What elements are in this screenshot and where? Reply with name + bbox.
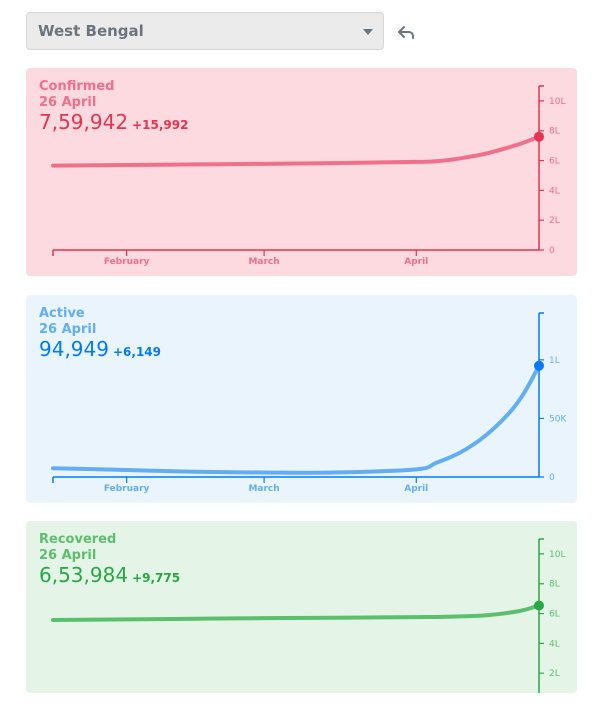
card-delta: +6,149 xyxy=(112,345,161,359)
card-date: 26 April xyxy=(39,95,97,110)
card-total: 7,59,942 xyxy=(39,110,129,134)
card-value: 7,59,942 +15,992 xyxy=(39,110,188,134)
x-tick-label: March xyxy=(248,257,279,267)
y-tick-label: 10L xyxy=(549,97,565,107)
y-tick-label: 4L xyxy=(549,639,560,649)
card-title: Recovered xyxy=(39,532,117,547)
x-tick-label: March xyxy=(248,484,279,494)
x-tick-label: February xyxy=(104,484,150,494)
x-tick-label: April xyxy=(404,257,428,267)
region-select-value: West Bengal xyxy=(38,22,144,40)
card-value: 6,53,984 +9,775 xyxy=(39,563,180,587)
x-tick-label: February xyxy=(104,257,150,267)
undo-icon[interactable] xyxy=(394,20,418,44)
y-tick-label: 8L xyxy=(549,127,560,137)
chevron-down-icon xyxy=(363,29,373,35)
active-chart[interactable]: 0 50K 1L February March April xyxy=(26,295,577,503)
active-series-line xyxy=(51,363,541,475)
card-total: 94,949 xyxy=(39,337,109,361)
y-tick-label: 50K xyxy=(549,414,567,424)
y-tick-label: 0 xyxy=(549,246,555,256)
card-title: Confirmed xyxy=(39,79,115,94)
recovered-latest-point[interactable] xyxy=(534,600,544,611)
card-title: Active xyxy=(39,306,85,321)
y-tick-label: 4L xyxy=(549,186,560,196)
card-total: 6,53,984 xyxy=(39,563,129,587)
y-tick-label: 10L xyxy=(549,550,565,560)
confirmed-series-line xyxy=(51,134,541,168)
confirmed-chart[interactable]: 0 2L 4L 6L 8L 10L February March April xyxy=(26,68,577,276)
y-tick-label: 6L xyxy=(549,610,560,620)
y-tick-label: 2L xyxy=(549,216,560,226)
y-tick-label: 6L xyxy=(549,157,560,167)
recovered-series-line xyxy=(51,603,541,622)
card-date: 26 April xyxy=(39,322,97,337)
y-tick-label: 1L xyxy=(549,356,560,366)
y-tick-label: 2L xyxy=(549,669,560,679)
y-tick-label: 8L xyxy=(549,580,560,590)
x-tick-label: April xyxy=(404,484,428,494)
recovered-card: Recovered 26 April 6,53,984 +9,775 2L 4L 6L… xyxy=(26,521,577,693)
y-tick-label: 0 xyxy=(549,473,555,483)
card-delta: +9,775 xyxy=(132,571,181,585)
confirmed-latest-point[interactable] xyxy=(534,131,544,142)
active-card: Active 26 April 94,949 +6,149 0 50K 1L Febru… xyxy=(26,295,577,503)
card-date: 26 April xyxy=(39,548,97,563)
region-select[interactable]: West Bengal xyxy=(26,12,384,50)
confirmed-card: Confirmed 26 April 7,59,942 +15,992 0 2L 4L… xyxy=(26,68,577,276)
card-delta: +15,992 xyxy=(132,118,189,132)
card-value: 94,949 +6,149 xyxy=(39,337,161,361)
active-latest-point[interactable] xyxy=(534,360,544,371)
